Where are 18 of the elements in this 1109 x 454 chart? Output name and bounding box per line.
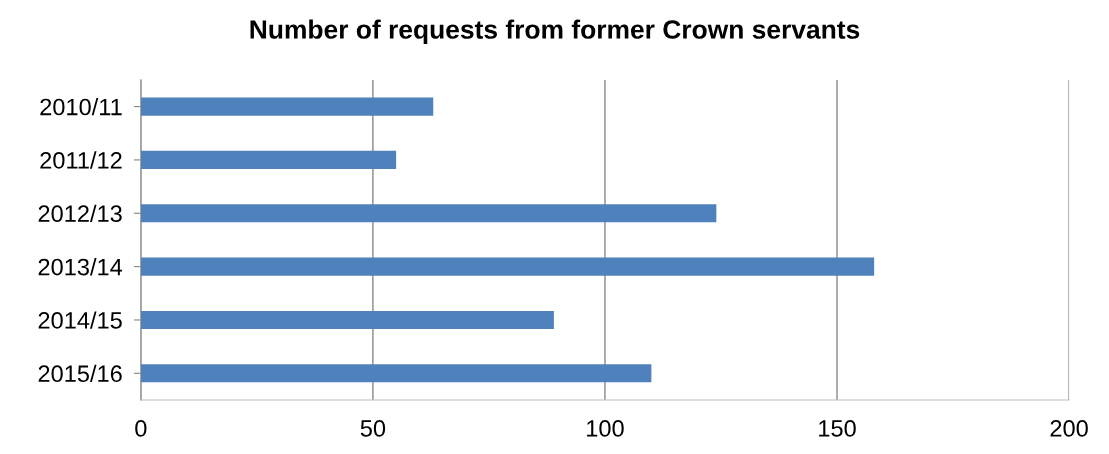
x-tick-label: 200 [1050, 420, 1088, 437]
y-tick-label: 2014/15 [38, 311, 122, 329]
y-tick-label: 2012/13 [38, 204, 122, 223]
chart-title: Number of requests from former Crown servants [250, 19, 860, 45]
bar [140, 257, 875, 276]
bar [140, 97, 434, 116]
x-tick-label: 0 [135, 420, 147, 437]
x-tick-label: 50 [360, 420, 386, 437]
y-tick-label: 2015/16 [38, 364, 122, 383]
bar [140, 364, 652, 383]
y-tick-label: 2010/11 [40, 98, 122, 116]
x-tick-label: 150 [819, 420, 856, 437]
bar [140, 204, 717, 223]
x-tick-label: 100 [587, 420, 624, 437]
bar [140, 310, 554, 330]
y-tick-label: 2013/14 [38, 258, 123, 276]
bar [140, 150, 397, 169]
y-tick-label: 2011/12 [40, 151, 122, 169]
